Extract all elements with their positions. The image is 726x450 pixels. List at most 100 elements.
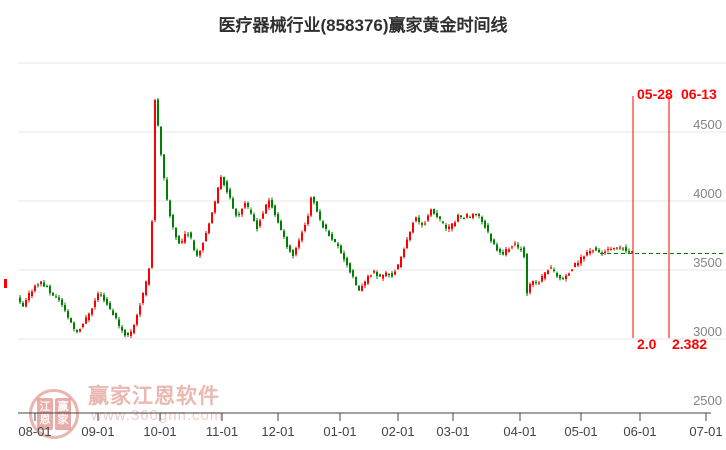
candle-body: [502, 252, 504, 255]
candle-body: [133, 324, 135, 334]
candle-body: [433, 209, 435, 214]
candle-body: [286, 236, 288, 247]
candle-body: [514, 243, 516, 245]
candle-body: [352, 270, 354, 277]
candle-body: [250, 210, 252, 214]
candle-body: [130, 331, 132, 337]
candle-body: [565, 275, 567, 280]
candle-body: [109, 303, 111, 310]
candle-body: [511, 246, 513, 248]
candle-body: [322, 221, 324, 228]
candle-body: [598, 249, 600, 253]
candle-body: [79, 328, 81, 332]
candle-body: [385, 272, 387, 276]
candle-body: [463, 218, 465, 220]
candle-body: [301, 232, 303, 241]
candle-body: [346, 258, 348, 266]
candle-body: [154, 99, 156, 221]
candle-body: [142, 292, 144, 304]
x-axis-label: 08-01: [18, 424, 51, 439]
vline-date-label-1: 05-28: [637, 86, 673, 102]
candle-body: [166, 179, 168, 200]
candle-body: [214, 201, 216, 213]
candle-body: [139, 305, 141, 315]
candle-body: [337, 243, 339, 247]
candle-body: [574, 263, 576, 267]
candle-body: [256, 220, 258, 230]
candle-body: [34, 285, 36, 292]
candle-body: [475, 214, 477, 216]
candle-body: [373, 271, 375, 273]
candle-body: [532, 281, 534, 286]
candle-body: [319, 211, 321, 220]
y-axis-label: 4500: [693, 117, 722, 132]
candle-body: [370, 275, 372, 277]
candle-body: [94, 300, 96, 308]
x-axis-label: 03-01: [436, 424, 469, 439]
candle-body: [268, 200, 270, 208]
x-axis-label: 10-01: [143, 424, 176, 439]
candle-body: [226, 181, 228, 193]
x-axis-label: 07-01: [689, 424, 722, 439]
candle-body: [358, 286, 360, 291]
candle-body: [427, 215, 429, 221]
candle-body: [31, 291, 33, 296]
candle-body: [469, 217, 471, 219]
watermark-url-text: www.360gnn.com: [91, 407, 224, 424]
candle-body: [376, 271, 378, 277]
watermark-brand-text: 赢家江恩软件: [88, 385, 220, 408]
candle-body: [442, 221, 444, 224]
candle-body: [43, 282, 45, 287]
candle-body: [436, 212, 438, 218]
candle-body: [187, 234, 189, 236]
vline-value-label-2: 2.382: [672, 336, 708, 352]
x-axis-label: 09-01: [81, 424, 114, 439]
candle-body: [28, 293, 30, 301]
candle-body: [607, 248, 609, 251]
candle-body: [259, 220, 261, 226]
candle-body: [82, 324, 84, 327]
candle-body: [361, 285, 363, 291]
candle-body: [421, 222, 423, 226]
candle-body: [76, 330, 78, 333]
y-axis-label: 3500: [693, 255, 722, 270]
candle-body: [49, 286, 51, 294]
candle-body: [499, 248, 501, 253]
candle-body: [343, 252, 345, 260]
vline-value-label-1: 2.0: [637, 336, 657, 352]
candle-body: [229, 189, 231, 198]
candle-body: [439, 216, 441, 220]
candle-body: [619, 247, 621, 249]
candle-body: [40, 281, 42, 285]
candle-body: [145, 281, 147, 295]
seal-char: 家: [57, 414, 69, 426]
candle-body: [604, 251, 606, 254]
candle-body: [622, 248, 624, 250]
candle-body: [88, 313, 90, 320]
candle-body: [601, 252, 603, 254]
candle-body: [97, 293, 99, 301]
candle-body: [613, 248, 615, 250]
candle-body: [235, 209, 237, 216]
candle-body: [52, 292, 54, 296]
candle-body: [157, 99, 159, 126]
candle-body: [175, 228, 177, 238]
candle-body: [178, 236, 180, 244]
candle-body: [388, 273, 390, 276]
x-axis-label: 06-01: [623, 424, 656, 439]
candle-body: [367, 276, 369, 284]
candle-body: [409, 232, 411, 241]
candle-body: [415, 217, 417, 222]
x-axis-label: 01-01: [323, 424, 356, 439]
candle-body: [580, 257, 582, 264]
candle-body: [106, 299, 108, 305]
candle-body: [172, 214, 174, 228]
candle-body: [124, 330, 126, 336]
candle-body: [556, 273, 558, 277]
candle-body: [334, 239, 336, 242]
candle-body: [484, 220, 486, 228]
candle-body: [631, 251, 633, 253]
candle-body: [595, 247, 597, 251]
